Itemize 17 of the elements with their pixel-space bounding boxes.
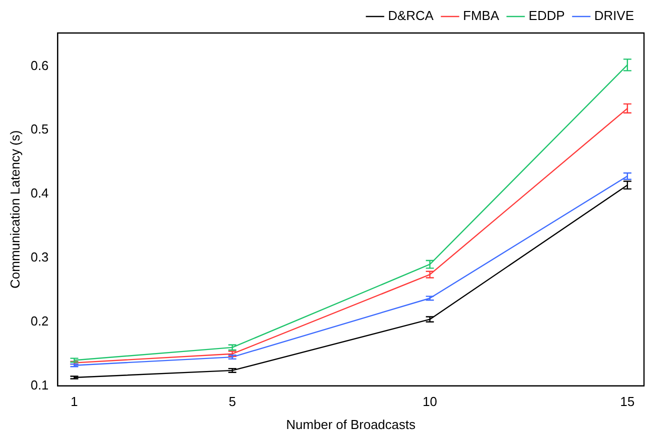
y-tick-label: 0.2: [30, 313, 49, 328]
legend-label: DRIVE: [594, 8, 634, 24]
x-tick-label: 15: [620, 394, 635, 410]
x-tick-label: 5: [228, 394, 236, 410]
y-tick-label: 0.3: [30, 250, 49, 265]
x-axis-title: Number of Broadcasts: [286, 416, 416, 432]
legend-label: D&RCA: [388, 8, 434, 24]
legend-label: FMBA: [463, 8, 500, 24]
y-tick-label: 0.6: [30, 58, 49, 73]
y-tick-label: 0.5: [30, 122, 49, 137]
x-tick-label: 1: [70, 394, 78, 410]
y-axis-title: Communication Latency (s): [7, 130, 22, 289]
x-tick-label: 10: [422, 394, 438, 410]
point: [228, 344, 237, 351]
legend-label: EDDP: [528, 8, 565, 24]
y-tick-label: 0.4: [30, 186, 49, 201]
y-tick-label: 0.1: [30, 377, 49, 392]
